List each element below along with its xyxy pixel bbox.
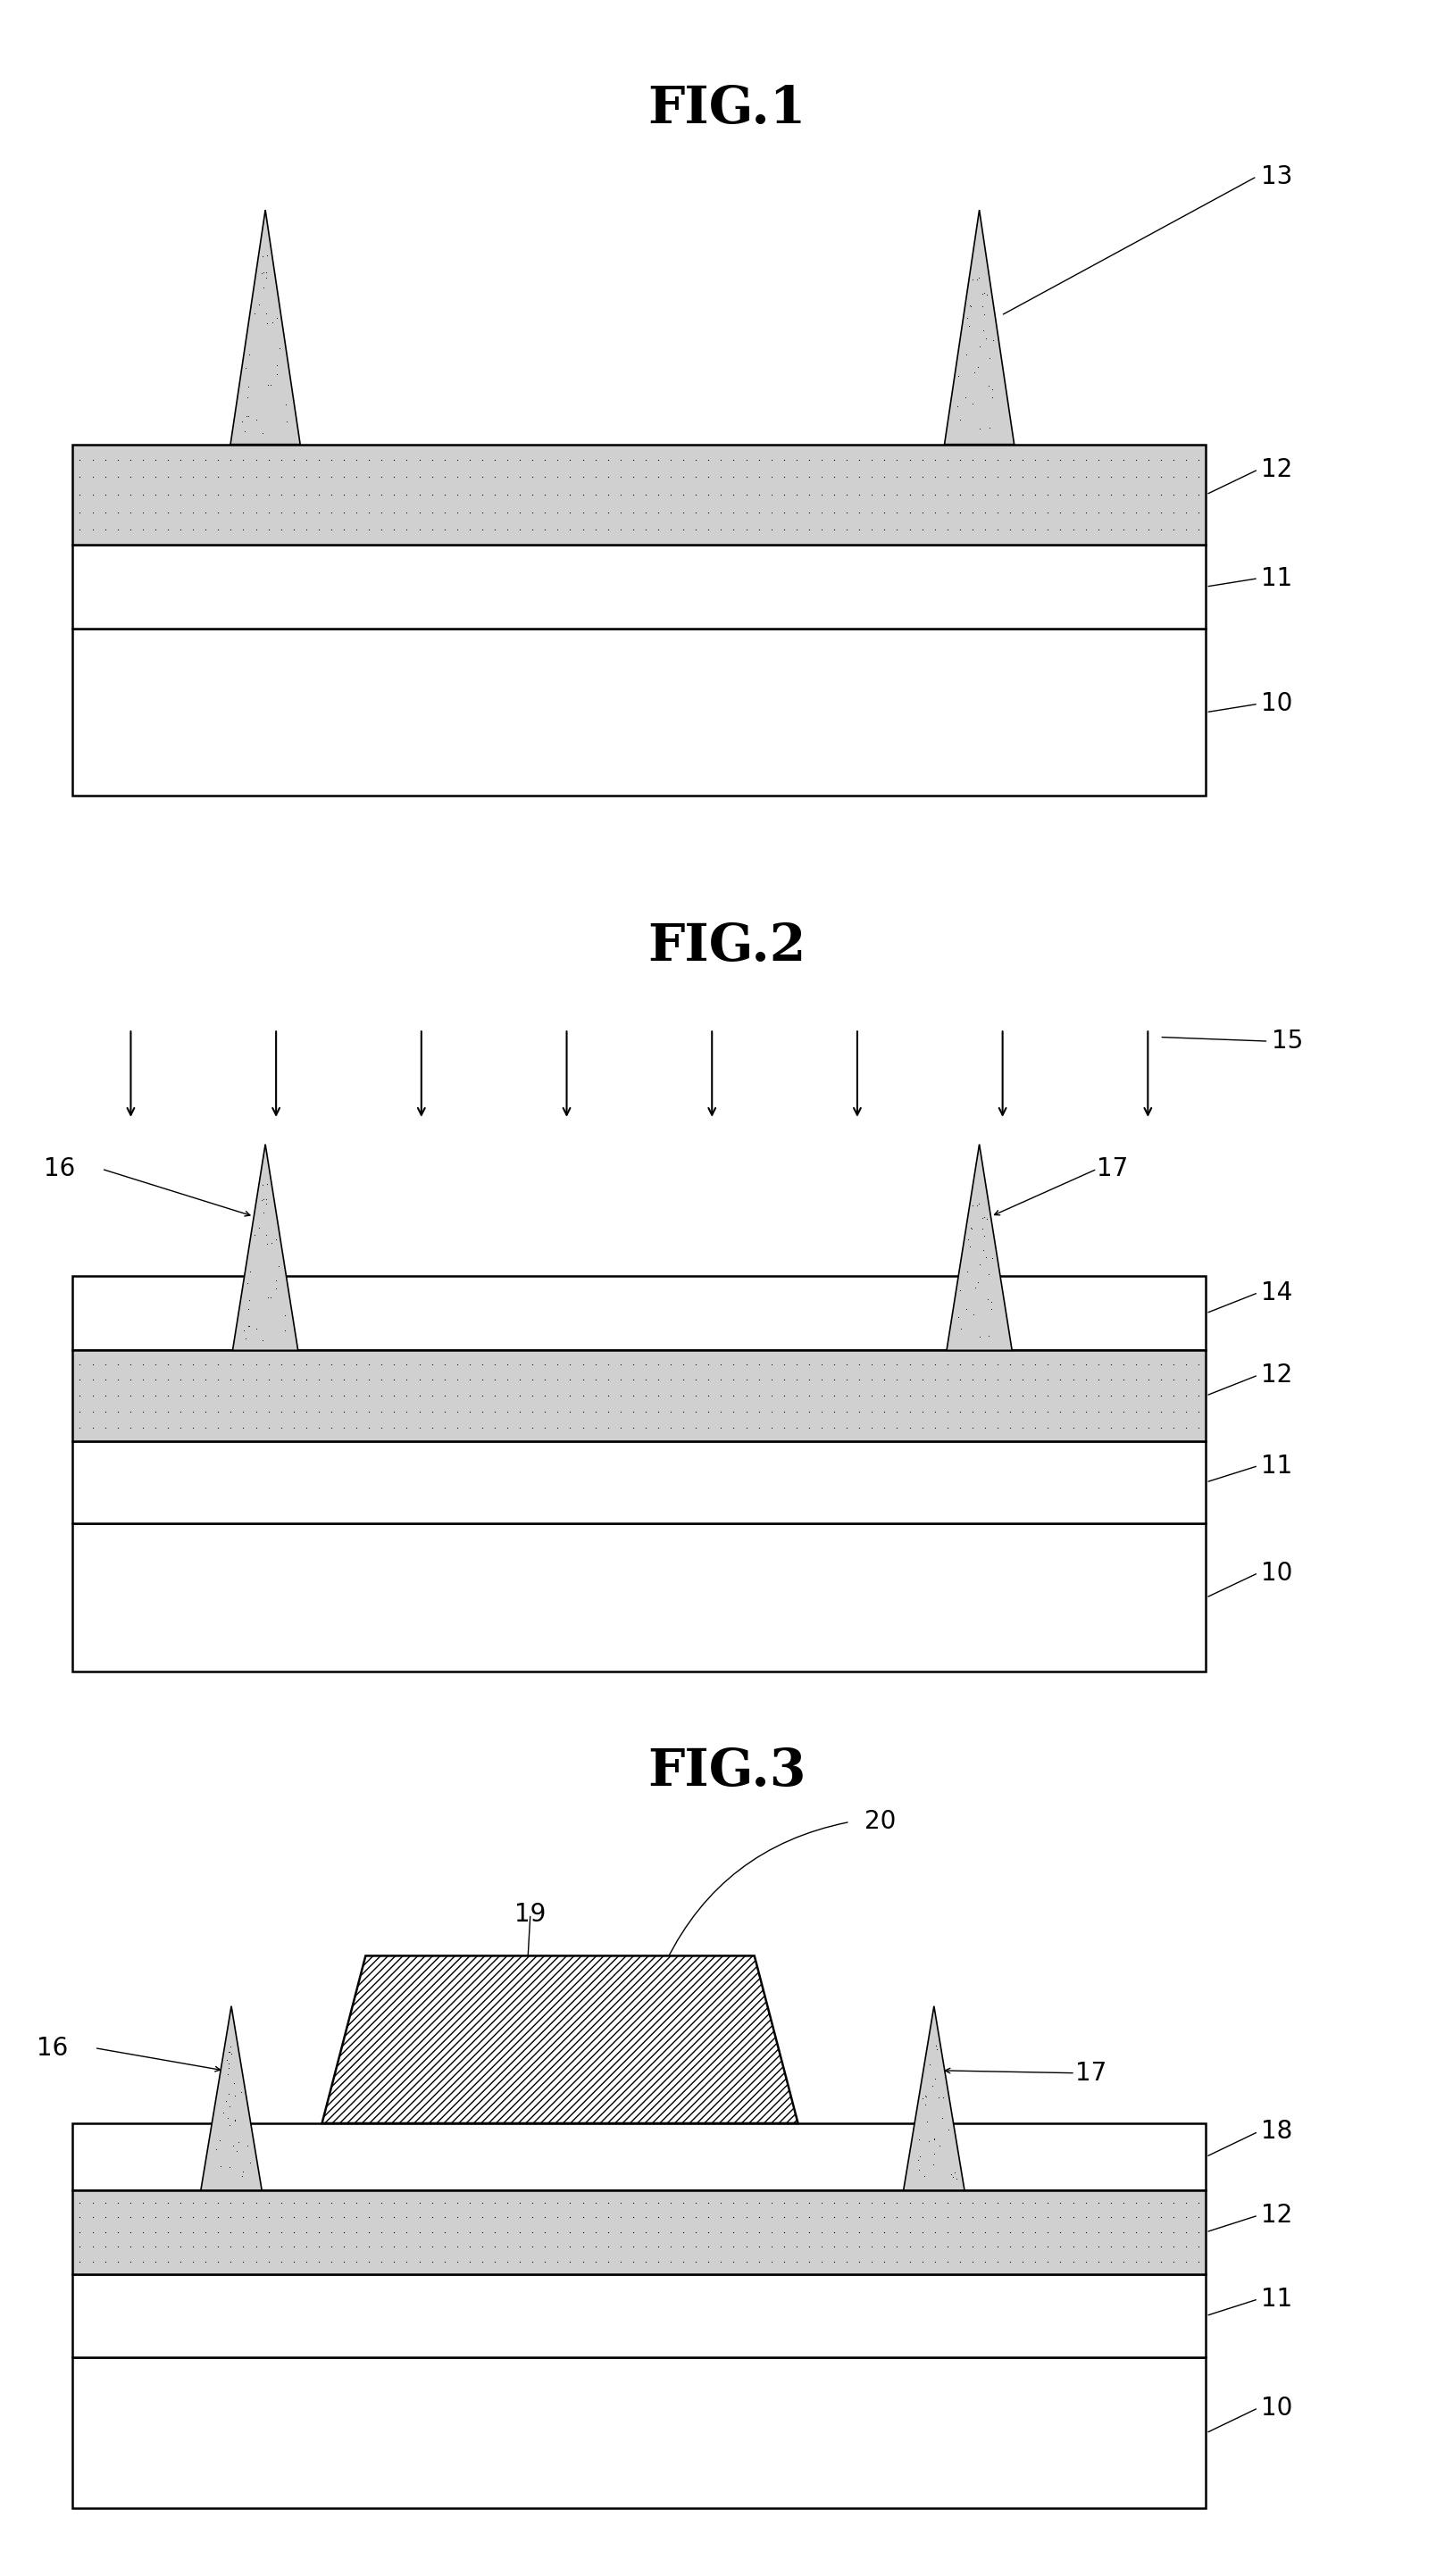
Polygon shape bbox=[944, 211, 1014, 443]
Polygon shape bbox=[904, 2007, 965, 2190]
Polygon shape bbox=[201, 2007, 262, 2190]
Text: FIG.1: FIG.1 bbox=[647, 85, 806, 134]
Bar bbox=[73, 1350, 1206, 1440]
Text: 16: 16 bbox=[44, 1157, 76, 1182]
Polygon shape bbox=[232, 1144, 298, 1350]
Text: 10: 10 bbox=[1261, 2396, 1293, 2421]
Text: 13: 13 bbox=[1261, 165, 1293, 188]
Bar bbox=[73, 1440, 1206, 1522]
Text: 11: 11 bbox=[1261, 1453, 1293, 1479]
Bar bbox=[73, 1522, 1206, 1672]
Polygon shape bbox=[323, 1955, 798, 2123]
Bar bbox=[73, 443, 1206, 544]
Text: 17: 17 bbox=[1075, 2061, 1107, 2087]
Text: 20: 20 bbox=[865, 1808, 897, 1834]
Text: 14: 14 bbox=[1261, 1280, 1293, 1306]
Text: 11: 11 bbox=[1261, 567, 1293, 590]
Bar bbox=[73, 2275, 1206, 2357]
Bar bbox=[73, 1275, 1206, 1350]
Text: 12: 12 bbox=[1261, 1363, 1293, 1388]
Text: 17: 17 bbox=[1097, 1157, 1129, 1182]
Bar bbox=[73, 2123, 1206, 2190]
Text: 16: 16 bbox=[36, 2035, 68, 2061]
Bar bbox=[73, 2357, 1206, 2509]
Text: 19: 19 bbox=[514, 1901, 546, 1927]
Text: 15: 15 bbox=[1271, 1028, 1303, 1054]
Bar bbox=[73, 629, 1206, 796]
Text: 12: 12 bbox=[1261, 456, 1293, 482]
Polygon shape bbox=[947, 1144, 1013, 1350]
Text: 11: 11 bbox=[1261, 2287, 1293, 2311]
Bar bbox=[73, 546, 1206, 629]
Bar bbox=[73, 2190, 1206, 2275]
Text: FIG.2: FIG.2 bbox=[647, 922, 806, 971]
Text: FIG.3: FIG.3 bbox=[647, 1747, 806, 1795]
Text: 18: 18 bbox=[1261, 2120, 1293, 2143]
Text: 10: 10 bbox=[1261, 690, 1293, 716]
Text: 12: 12 bbox=[1261, 2202, 1293, 2228]
Text: 10: 10 bbox=[1261, 1561, 1293, 1584]
Polygon shape bbox=[231, 211, 301, 443]
